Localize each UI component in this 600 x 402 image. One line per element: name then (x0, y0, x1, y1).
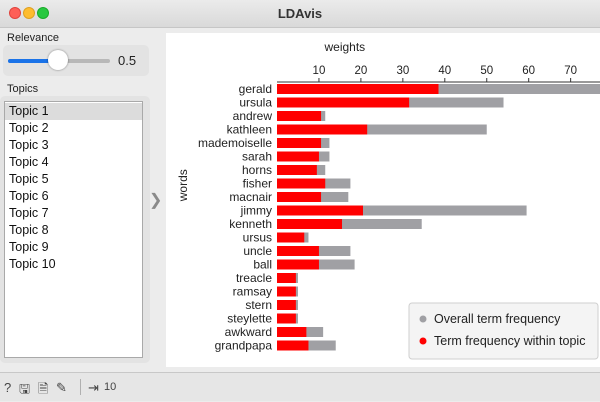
category-label: ramsay (233, 285, 272, 299)
x-tick-label: 30 (396, 65, 409, 77)
bar-topic-ball (277, 259, 319, 270)
topic-item[interactable]: Topic 5 (9, 172, 49, 186)
topic-item[interactable]: Topic 10 (9, 257, 56, 271)
bar-topic-sarah (277, 151, 319, 162)
category-label: sarah (242, 150, 272, 164)
relevance-slider-fill (8, 59, 54, 63)
legend-marker (419, 337, 427, 345)
bar-topic-ramsay (277, 286, 296, 297)
collapse-arrow-icon[interactable]: ❯ (149, 192, 163, 209)
bar-topic-macnair (277, 192, 322, 202)
category-label: mademoiselle (198, 136, 272, 150)
topic-item[interactable]: Topic 1 (5, 103, 142, 120)
save-icon[interactable]: 🖫 (19, 381, 31, 396)
bar-topic-andrew (277, 111, 322, 121)
bar-topic-grandpapa (277, 340, 309, 351)
category-label: kathleen (227, 123, 272, 137)
y-axis-title: words (176, 169, 190, 202)
legend-label: Term frequency within topic (434, 334, 585, 348)
help-icon[interactable]: ? (4, 380, 12, 395)
status-separator (80, 379, 81, 395)
bar-topic-uncle (277, 246, 319, 256)
topic-item[interactable]: Topic 6 (9, 189, 49, 203)
legend-marker (419, 315, 427, 323)
relevance-slider-handle[interactable] (48, 50, 68, 70)
category-label: kenneth (229, 217, 272, 231)
topics-label: Topics (7, 83, 39, 95)
topic-item[interactable]: Topic 7 (9, 206, 49, 220)
bar-topic-kenneth (277, 219, 343, 229)
x-tick-label: 70 (564, 65, 577, 77)
close-window-button[interactable] (9, 7, 21, 19)
category-label: ball (253, 258, 272, 272)
category-label: awkward (225, 325, 272, 339)
relevance-label: Relevance (7, 32, 59, 44)
relevance-value: 0.5 (118, 53, 137, 68)
category-label: stern (245, 298, 272, 312)
topics-list[interactable]: Topic 1 Topic 2 Topic 3 Topic 4 Topic 5 … (4, 101, 143, 358)
topic-item[interactable]: Topic 3 (9, 138, 49, 152)
topic-item[interactable]: Topic 2 (9, 121, 49, 135)
category-label: steylette (227, 312, 272, 326)
input-count: 10 (104, 381, 117, 393)
bar-topic-steylette (277, 313, 296, 324)
category-label: uncle (243, 244, 272, 258)
bar-overall-jimmy (277, 205, 527, 216)
x-tick-label: 50 (480, 65, 493, 77)
report-icon[interactable]: 🗎 (38, 381, 49, 396)
topic-item[interactable]: Topic 4 (9, 155, 49, 169)
legend-box (408, 302, 599, 360)
category-label: fisher (243, 177, 272, 191)
x-tick-label: 10 (313, 65, 326, 77)
bar-topic-fisher (277, 178, 326, 189)
category-label: gerald (239, 82, 272, 96)
bar-topic-stern (277, 300, 296, 310)
legend-label: Overall term frequency (434, 312, 561, 326)
bar-overall-kenneth (277, 219, 422, 229)
topic-item[interactable]: Topic 9 (9, 240, 49, 254)
x-tick-label: 60 (522, 65, 535, 77)
status-bar: ? 🖫 🗎 ✎ ⇥ 10 (0, 372, 600, 401)
bar-topic-horns (277, 165, 317, 175)
bar-overall-kathleen (277, 124, 487, 135)
category-label: horns (242, 163, 272, 177)
term-weights-chart: weights 10 20 30 40 50 60 70 words geraldursulaan… (176, 40, 600, 360)
category-label: jimmy (240, 204, 272, 218)
bar-topic-awkward (277, 327, 307, 337)
input-icon: ⇥ (88, 380, 99, 395)
bar-topic-treacle (277, 273, 296, 283)
topic-item[interactable]: Topic 8 (9, 223, 49, 237)
category-label: treacle (236, 271, 272, 285)
minimize-window-button[interactable] (23, 7, 35, 19)
bar-topic-ursus (277, 232, 305, 243)
category-label: grandpapa (215, 339, 273, 353)
x-axis-title: weights (323, 40, 365, 54)
category-label: ursula (239, 96, 272, 110)
brush-icon[interactable]: ✎ (56, 380, 67, 395)
category-label: andrew (233, 109, 273, 123)
x-tick-label: 40 (438, 65, 451, 77)
bar-topic-kathleen (277, 124, 368, 135)
bar-topic-ursula (277, 97, 410, 108)
zoom-window-button[interactable] (37, 7, 49, 19)
bar-topic-mademoiselle (277, 138, 322, 148)
category-label: ursus (243, 231, 272, 245)
bar-topic-jimmy (277, 205, 363, 216)
title-bar: LDAvis (0, 0, 600, 28)
plot-area: weights 10 20 30 40 50 60 70 words gerald ursula an… (166, 33, 600, 367)
x-tick-label: 20 (354, 65, 367, 77)
bar-topic-gerald (277, 84, 439, 94)
category-label: macnair (229, 190, 272, 204)
window-title: LDAvis (277, 6, 323, 21)
